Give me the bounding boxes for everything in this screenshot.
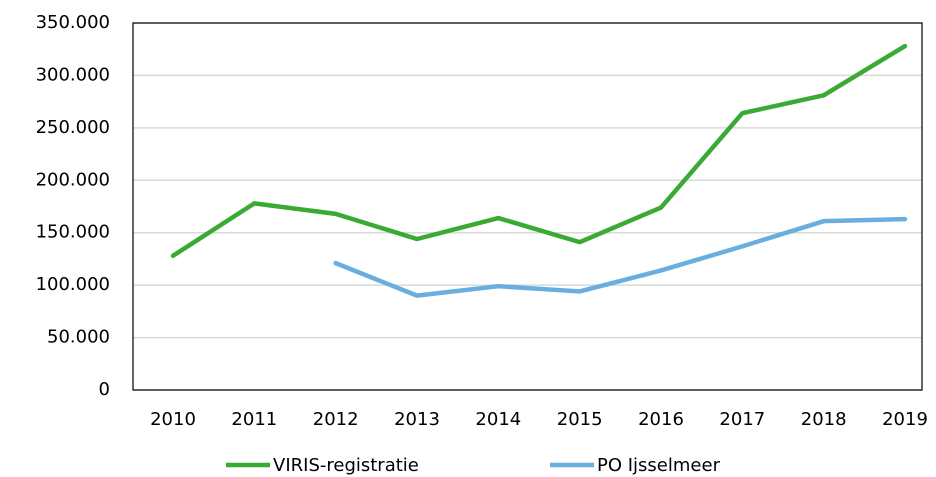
y-tick-label: 100.000 <box>36 274 110 295</box>
legend-label: PO Ijsselmeer <box>597 455 721 476</box>
x-tick-label: 2015 <box>557 409 603 430</box>
series-line <box>333 216 908 298</box>
x-tick-label: 2013 <box>394 409 440 430</box>
y-tick-label: 200.000 <box>36 169 110 190</box>
y-tick-label: 300.000 <box>36 64 110 85</box>
x-tick-label: 2011 <box>231 409 277 430</box>
x-tick-label: 2014 <box>475 409 521 430</box>
y-tick-label: 0 <box>99 379 110 400</box>
x-tick-label: 2018 <box>801 409 847 430</box>
x-tick-label: 2016 <box>638 409 684 430</box>
y-tick-label: 250.000 <box>36 117 110 138</box>
x-tick-label: 2010 <box>150 409 196 430</box>
x-tick-label: 2017 <box>719 409 765 430</box>
plot-frame <box>132 22 923 391</box>
y-tick-label: 350.000 <box>36 12 110 33</box>
y-tick-label: 50.000 <box>47 327 110 348</box>
legend-label: VIRIS-registratie <box>273 455 419 476</box>
series-line <box>170 43 908 259</box>
y-tick-label: 150.000 <box>36 222 110 243</box>
x-tick-label: 2012 <box>313 409 359 430</box>
x-tick-label: 2019 <box>882 409 928 430</box>
